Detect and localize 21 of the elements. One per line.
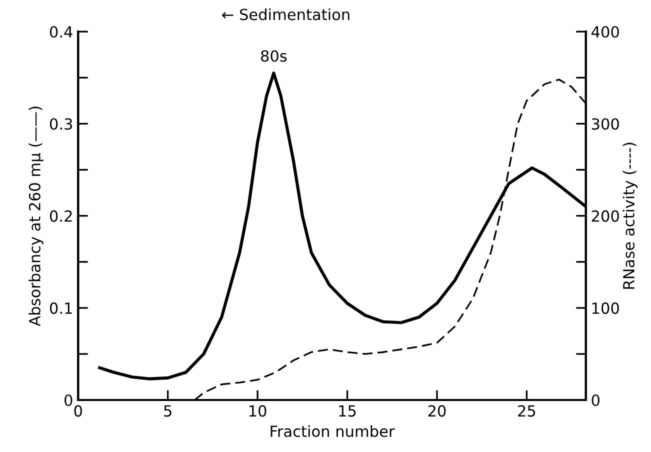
- y2-tick-label: 0: [592, 394, 600, 406]
- y-axis-title: Absorbancy at 260 mμ (——): [28, 106, 44, 326]
- y-tick-label: 0.2: [50, 210, 72, 222]
- x-tick-label: 20: [428, 405, 446, 417]
- y2-tick-label: 400: [592, 26, 619, 38]
- y-tick-label: 0: [64, 394, 72, 406]
- y2-tick-label: 200: [592, 210, 619, 222]
- x-axis-title: Fraction number: [270, 425, 395, 438]
- x-tick-label: 10: [250, 405, 266, 417]
- y2-axis-title: RNase activity (----): [622, 142, 638, 289]
- annotation: 80s: [261, 50, 287, 62]
- x-tick-label: 5: [164, 405, 172, 417]
- x-tick-label: 25: [518, 405, 536, 417]
- y2-tick-label: 100: [592, 302, 619, 314]
- x-tick-label: 0: [74, 405, 82, 417]
- y-tick-label: 0.1: [50, 302, 72, 314]
- y-tick-label: 0.4: [50, 26, 72, 38]
- text: ← Sedimentation: [222, 8, 350, 20]
- x-tick-label: 15: [339, 405, 356, 417]
- y2-tick-label: 300: [592, 118, 619, 130]
- y-tick-label: 0.3: [50, 118, 72, 130]
